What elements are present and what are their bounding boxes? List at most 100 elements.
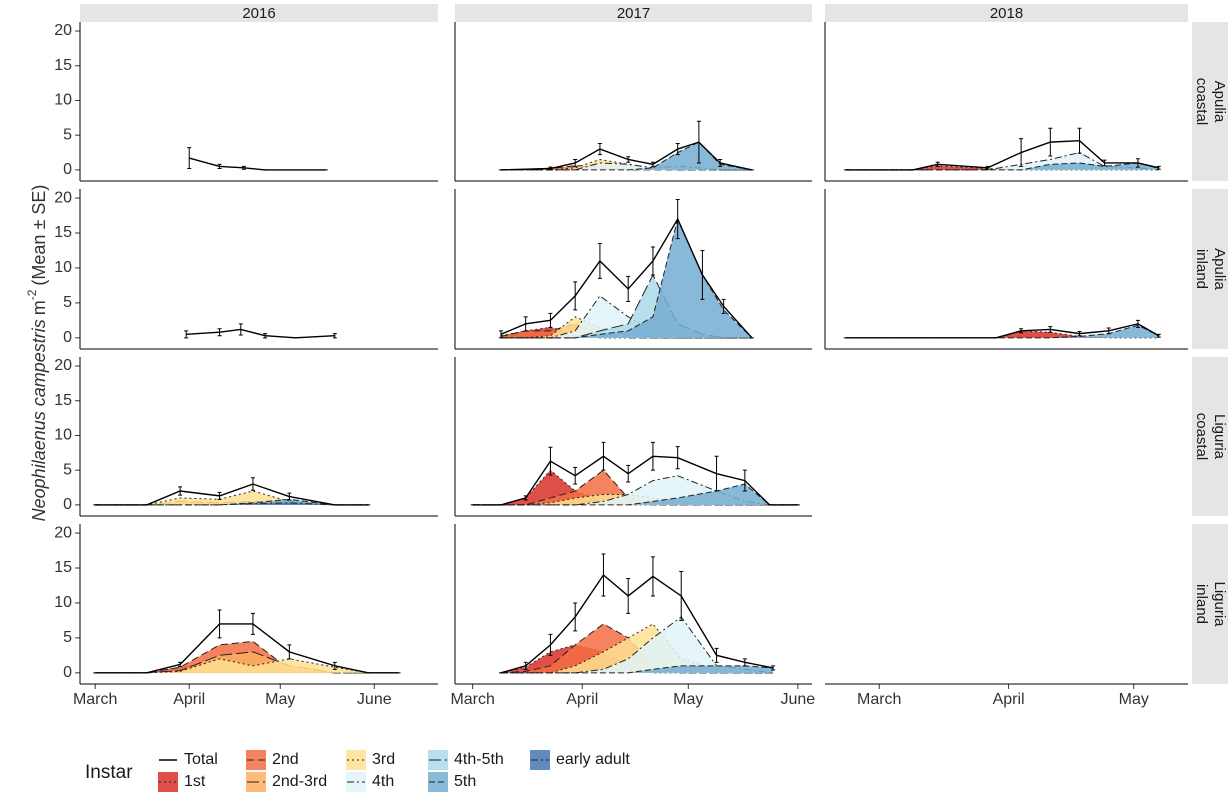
row-strip-line: coastal [1193, 78, 1210, 126]
error-bar [700, 249, 705, 300]
error-bar [650, 556, 655, 597]
instar-area [845, 162, 1159, 170]
y-label-species: Neophilaenus campestris [29, 319, 49, 521]
instar-line [845, 330, 1159, 339]
error-bar [523, 495, 528, 501]
row-strip-line: inland [1193, 584, 1210, 624]
instar-area [95, 491, 369, 505]
error-bar [250, 477, 255, 491]
error-bar [573, 466, 578, 485]
error-bar [1102, 159, 1107, 167]
error-bar [573, 281, 578, 311]
x-tick-label: May [673, 691, 703, 708]
error-bar [178, 661, 183, 668]
row-strip-label: Apuliacoastal [1193, 78, 1228, 126]
error-bar [714, 455, 719, 492]
error-bar [548, 166, 553, 171]
error-bar [187, 147, 192, 170]
y-tick-label: 5 [63, 461, 72, 478]
instar-line [845, 165, 1159, 171]
y-tick-label: 5 [63, 126, 72, 143]
legend-key [346, 750, 366, 770]
legend-key [246, 750, 266, 770]
y-tick-label: 10 [54, 259, 72, 276]
error-bar [650, 246, 655, 276]
error-bar [1048, 127, 1053, 157]
error-bar [184, 330, 189, 339]
error-bar [217, 491, 222, 500]
legend-label: early adult [556, 751, 630, 768]
column-strip [825, 4, 1188, 22]
instar-area [95, 651, 399, 673]
y-tick-label: 0 [63, 664, 72, 681]
error-bar [548, 633, 553, 656]
legend-label: Total [184, 751, 218, 768]
legend-key [158, 772, 178, 792]
column-strip [80, 4, 438, 22]
y-tick-label: 10 [54, 92, 72, 109]
instar-line [845, 324, 1160, 339]
column-strip [455, 4, 812, 22]
y-tick-label: 15 [54, 392, 72, 409]
total-line [845, 140, 1159, 171]
column-strip-label: 2016 [242, 5, 275, 22]
row-strip-label: Apuliainland [1193, 248, 1228, 290]
instar-line [95, 502, 369, 506]
error-bar [1156, 165, 1161, 170]
instar-area [500, 142, 752, 170]
error-bar [679, 571, 684, 621]
error-bar [523, 316, 528, 332]
y-tick-label: 0 [63, 496, 72, 513]
legend-label: 5th [454, 773, 476, 790]
error-bar [241, 165, 246, 170]
error-bar [523, 661, 528, 670]
error-bar [626, 156, 631, 163]
legend-key [530, 750, 550, 770]
panel [824, 22, 1188, 182]
error-bar [714, 647, 719, 663]
row-strip-line: Liguria [1211, 581, 1228, 627]
legend-label: 4th [372, 773, 394, 790]
error-bar [935, 161, 940, 167]
instar-line [95, 651, 399, 674]
error-bar [721, 298, 726, 314]
error-bar [217, 163, 222, 170]
error-bar [250, 612, 255, 635]
error-bar [675, 446, 680, 470]
instar-area [472, 470, 798, 505]
column-strip-label: 2018 [990, 5, 1023, 22]
instar-area [95, 502, 369, 505]
row-strip-line: inland [1193, 249, 1210, 289]
row-strip-line: Apulia [1211, 81, 1228, 123]
row-strip-line: Liguria [1211, 414, 1228, 460]
y-tick-label: 20 [54, 22, 72, 39]
instar-line [472, 475, 798, 506]
row-strip [1192, 189, 1228, 349]
error-bar [650, 441, 655, 471]
error-bar [650, 161, 655, 167]
panel [454, 22, 812, 182]
row-strip-label: Liguriacoastal [1193, 413, 1228, 461]
x-tick-label: June [781, 691, 816, 708]
instar-line [472, 469, 798, 506]
error-bar [332, 661, 337, 670]
error-bar [742, 469, 747, 492]
error-bar [287, 644, 292, 660]
row-strip-line: coastal [1193, 413, 1210, 461]
row-strip-label: Liguriainland [1193, 581, 1228, 627]
legend-label: 2nd-3rd [272, 773, 327, 790]
panel [824, 189, 1188, 350]
x-tick-label: June [357, 691, 392, 708]
legend-label: 2nd [272, 751, 299, 768]
instar-area [500, 274, 752, 338]
row-strip [1192, 357, 1228, 516]
error-bar [1048, 326, 1053, 333]
error-bar [675, 198, 680, 240]
y-axis-label: Neophilaenus campestris m-2 (Mean ± SE) [25, 185, 49, 522]
error-bar [238, 323, 243, 336]
error-bar [178, 486, 183, 496]
legend-label: 4th-5th [454, 751, 504, 768]
row-strip [1192, 22, 1228, 181]
x-tick-label: May [1119, 691, 1149, 708]
